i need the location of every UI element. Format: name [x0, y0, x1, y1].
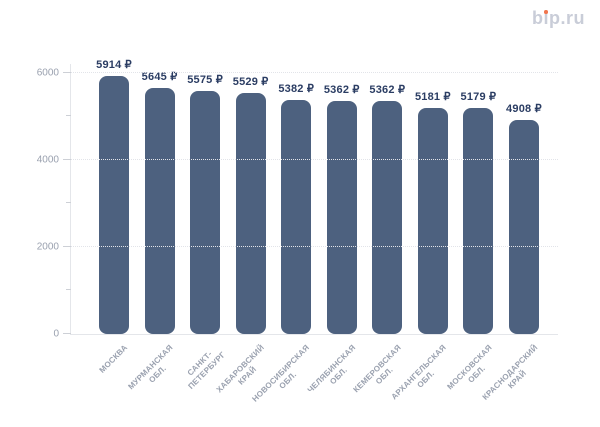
gridline: [71, 158, 558, 160]
bar[interactable]: [281, 99, 312, 334]
bar-value-label: 5362 ₽: [323, 83, 360, 96]
bar-value-label: 5181 ₽: [414, 91, 451, 104]
bars: 5914 ₽ МОСКВА 5645 ₽ МУРМАНСКАЯ ОБЛ. 5575 ₽ С…: [71, 59, 558, 404]
y-axis-major-tick: [63, 245, 71, 247]
bar-slot: 5362 ₽ КЕМЕРОВСКАЯ ОБЛ.: [351, 64, 406, 395]
bar[interactable]: [508, 120, 539, 334]
bar[interactable]: [372, 100, 403, 334]
logo-part-b: b: [531, 8, 544, 28]
bar[interactable]: [99, 76, 129, 334]
bar[interactable]: [463, 108, 494, 334]
bar-value-label: 5179 ₽: [460, 91, 497, 104]
y-axis-minor-tick: [66, 115, 71, 117]
x-axis-label: МОСКВА: [97, 343, 130, 375]
y-axis-major-tick: [63, 158, 71, 160]
y-axis-label: 4000: [36, 154, 59, 166]
bar[interactable]: [417, 108, 448, 334]
bar-slot: 5179 ₽ МОСКОВСКАЯ ОБЛ.: [445, 64, 496, 391]
bar-value-label: 5575 ₽: [187, 74, 223, 87]
y-axis-minor-tick: [66, 202, 71, 204]
bar-slot: 5362 ₽ ЧЕЛЯБИНСКАЯ ОБЛ.: [305, 64, 360, 395]
y-axis-major-tick: [63, 333, 71, 334]
bar-value-label: 5382 ₽: [278, 82, 315, 95]
y-axis-label: 2000: [36, 241, 59, 253]
x-axis-label: МУРМАНСКАЯ ОБЛ.: [126, 343, 175, 392]
logo-part-pru: p.ru: [549, 8, 585, 28]
y-axis-label: 6000: [36, 67, 59, 79]
bar-value-label: 5362 ₽: [369, 83, 406, 96]
logo-i-body: ı: [543, 8, 549, 28]
bar[interactable]: [144, 88, 175, 334]
bar-slot: 5529 ₽ ХАБАРОВСКИЙ КРАЙ: [215, 64, 269, 394]
bar-slot: 4908 ₽ КРАСНОДАРСКИЙ КРАЙ: [480, 64, 542, 402]
bar-value-label: 5529 ₽: [232, 76, 269, 89]
bar-slot: 5645 ₽ МУРМАНСКАЯ ОБЛ.: [127, 64, 178, 391]
bip-ru-logo: bı p.ru: [532, 8, 585, 29]
y-axis-minor-tick: [66, 289, 71, 291]
bar[interactable]: [190, 91, 221, 334]
gridline: [71, 245, 558, 247]
bar-value-label: 5914 ₽: [96, 59, 132, 72]
bar-slot: 5914 ₽ МОСКВА: [96, 59, 132, 374]
bar-slot: 5575 ₽ САНКТ- ПЕТЕРБУРГ: [186, 64, 228, 391]
bar-value-label: 5645 ₽: [141, 71, 178, 84]
y-axis-label: 0: [53, 328, 59, 340]
y-axis-major-tick: [63, 71, 71, 73]
plot-area: 5914 ₽ МОСКВА 5645 ₽ МУРМАНСКАЯ ОБЛ. 5575 ₽ С…: [37, 59, 558, 404]
bar-slot: 5181 ₽ АРХАНГЕЛЬСКАЯ ОБЛ.: [390, 64, 451, 401]
bar[interactable]: [235, 93, 266, 334]
gridline: [71, 71, 558, 73]
logo-orange-dot-icon: [544, 10, 549, 14]
bar-slot: 5382 ₽ НОВОСИБИРСКАЯ ОБЛ.: [251, 64, 315, 404]
bar-value-label: 4908 ₽: [506, 103, 542, 116]
bar[interactable]: [326, 100, 357, 334]
logo-letter-i: ı: [543, 8, 549, 29]
